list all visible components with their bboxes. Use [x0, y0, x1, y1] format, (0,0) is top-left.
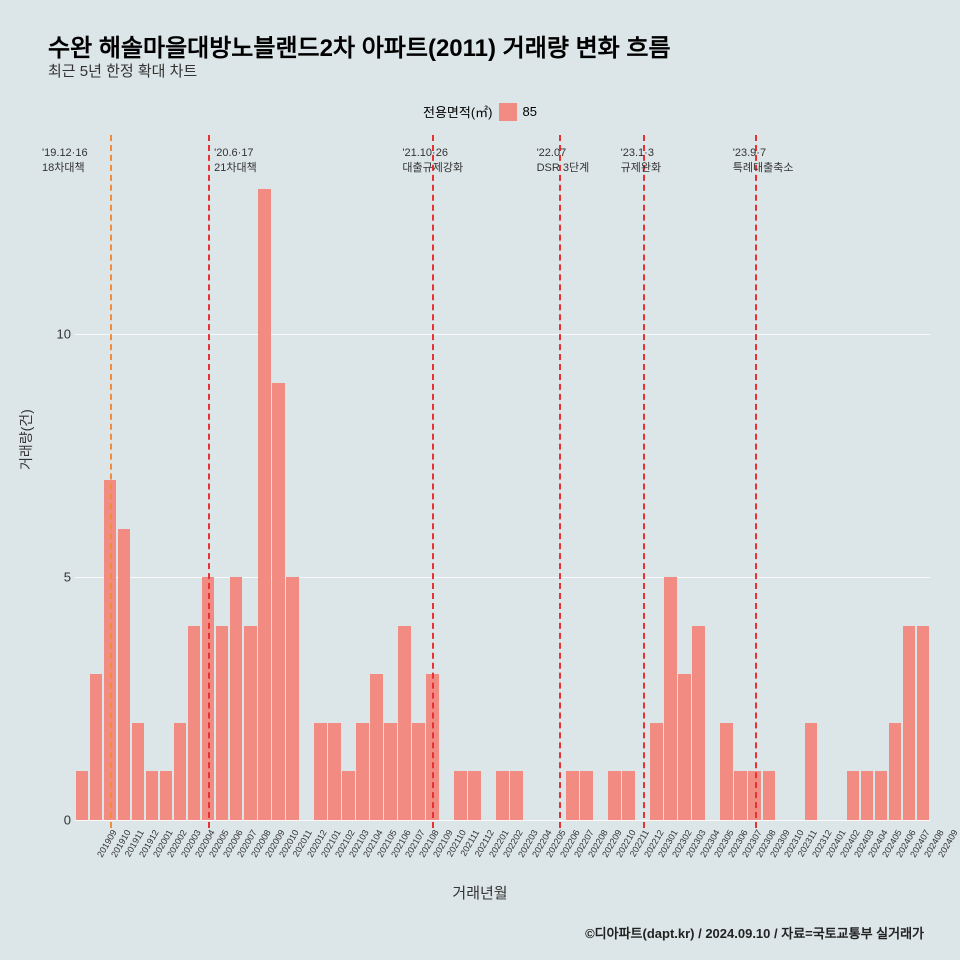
bar — [566, 771, 579, 820]
bar — [608, 771, 621, 820]
legend-swatch — [499, 103, 517, 121]
chart-title: 수완 해솔마을대방노블랜드2차 아파트(2011) 거래량 변화 흐름 — [48, 28, 671, 63]
bar — [580, 771, 593, 820]
bar — [889, 723, 902, 820]
y-tick: 10 — [57, 327, 71, 342]
bar — [314, 723, 327, 820]
bar — [272, 383, 285, 820]
x-axis-label: 거래년월 — [452, 882, 507, 903]
event-label: '23.1·3규제완화 — [621, 146, 661, 176]
event-line — [110, 135, 112, 828]
bar — [398, 626, 411, 820]
bar — [412, 723, 425, 820]
bar — [188, 626, 201, 820]
bar — [160, 771, 173, 820]
y-tick: 5 — [64, 570, 71, 585]
bar — [384, 723, 397, 820]
bar — [132, 723, 145, 820]
chart-plot-area: '19.12·1618차대책'20.6·1721차대책'21.10·26대출규제… — [75, 140, 930, 820]
event-label: '23.9·7특례대출축소 — [733, 146, 794, 176]
chart-subtitle: 최근 5년 한정 확대 차트 — [48, 60, 197, 81]
bar — [454, 771, 467, 820]
bar — [496, 771, 509, 820]
bar — [342, 771, 355, 820]
bar — [763, 771, 776, 820]
bar — [286, 577, 299, 820]
event-line — [208, 135, 210, 828]
chart-legend: 전용면적(㎡) 85 — [423, 102, 537, 121]
legend-series: 85 — [523, 104, 537, 119]
event-line — [643, 135, 645, 828]
event-label: '22.07DSR 3단계 — [537, 146, 590, 176]
bar — [678, 674, 691, 820]
bar — [216, 626, 229, 820]
bar — [622, 771, 635, 820]
event-label: '21.10·26대출규제강화 — [402, 146, 463, 176]
y-axis-label: 거래량(건) — [16, 409, 36, 470]
bar — [510, 771, 523, 820]
bar — [861, 771, 874, 820]
bar — [118, 529, 131, 820]
event-line — [559, 135, 561, 828]
bar — [650, 723, 663, 820]
bar — [90, 674, 103, 820]
event-line — [432, 135, 434, 828]
grid-line — [75, 334, 930, 335]
bar — [664, 577, 677, 820]
bar — [328, 723, 341, 820]
legend-label: 전용면적(㎡) — [423, 102, 493, 121]
bar — [174, 723, 187, 820]
bar — [230, 577, 243, 820]
event-label: '19.12·1618차대책 — [42, 146, 88, 176]
chart-caption: ©디아파트(dapt.kr) / 2024.09.10 / 자료=국토교통부 실… — [585, 923, 924, 942]
bar — [356, 723, 369, 820]
bar — [146, 771, 159, 820]
bar — [805, 723, 818, 820]
bar — [258, 189, 271, 820]
bar — [720, 723, 733, 820]
bar — [692, 626, 705, 820]
x-axis: 2019092019102019112019122020012020022020… — [75, 824, 930, 884]
y-tick: 0 — [64, 813, 71, 828]
bar — [370, 674, 383, 820]
grid-line — [75, 820, 930, 821]
bar — [875, 771, 888, 820]
bar — [903, 626, 916, 820]
bar — [923, 723, 929, 820]
bar — [734, 771, 747, 820]
y-axis: 0510 — [40, 140, 75, 820]
event-line — [755, 135, 757, 828]
event-label: '20.6·1721차대책 — [214, 146, 257, 176]
bar — [76, 771, 89, 820]
bar — [847, 771, 860, 820]
bar — [244, 626, 257, 820]
bar — [468, 771, 481, 820]
